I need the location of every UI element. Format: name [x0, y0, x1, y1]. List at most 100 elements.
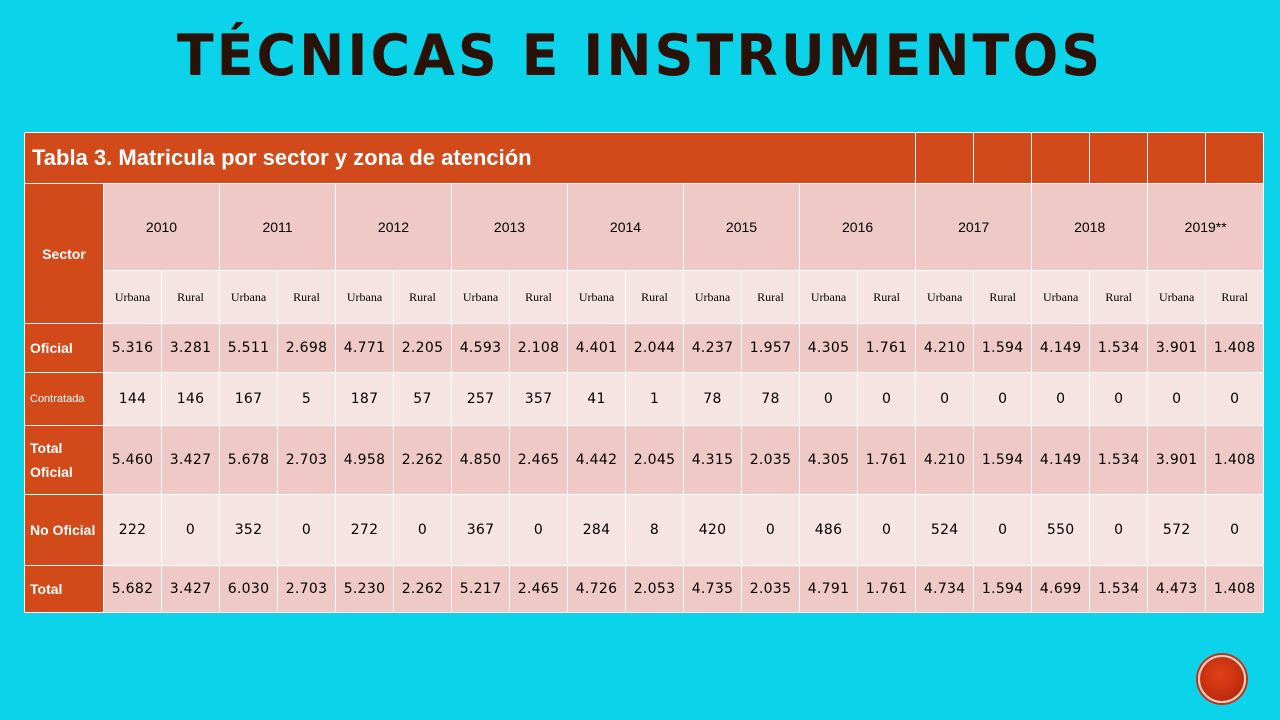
sector-header: Sector: [24, 183, 104, 324]
table-cell: 1.408: [1205, 565, 1265, 613]
table-cell: 222: [103, 494, 162, 566]
table-cell: 257: [451, 372, 510, 426]
table-cell: 2.035: [741, 565, 800, 613]
zone-header: Urbana: [567, 270, 626, 324]
table-cell: 1.594: [973, 425, 1033, 495]
table-cell: 3.427: [161, 565, 220, 613]
table-cell: 2.044: [625, 323, 684, 373]
table-cell: 144: [103, 372, 162, 426]
caption-empty-cell: [973, 132, 1033, 184]
table-cell: 0: [161, 494, 220, 566]
table-cell: 0: [393, 494, 452, 566]
table-cell: 357: [509, 372, 568, 426]
table-cell: 1.957: [741, 323, 800, 373]
zone-header: Urbana: [683, 270, 742, 324]
zone-header: Rural: [277, 270, 336, 324]
table-cell: 4.149: [1031, 323, 1091, 373]
row-label: Total Oficial: [24, 425, 104, 495]
table-cell: 420: [683, 494, 742, 566]
year-header-row: Sector 2010 2011 2012 2013 2014 2015 2016 2017 2…: [24, 183, 1265, 324]
row-label: Total: [24, 565, 104, 613]
year-header: 2017: [915, 183, 1033, 271]
table-cell: 1.594: [973, 565, 1033, 613]
table-cell: 0: [741, 494, 800, 566]
table-cell: 3.427: [161, 425, 220, 495]
table-cell: 5.511: [219, 323, 278, 373]
zone-header-row: Urbana Rural Urbana Rural Urbana Rural Urbana R…: [25, 270, 1265, 324]
table-row: Total Oficial 5.460 3.427 5.678 2.703 4.958 2.…: [24, 425, 1265, 495]
table-cell: 0: [1205, 372, 1265, 426]
table-cell: 1.534: [1089, 425, 1149, 495]
table-cell: 2.465: [509, 565, 568, 613]
table-cell: 4.442: [567, 425, 626, 495]
table-cell: 8: [625, 494, 684, 566]
table-cell: 1.534: [1089, 323, 1149, 373]
table-row: Contratada 144 146 167 5 187 57 257 357 41 1 78 78 0 0…: [24, 372, 1265, 426]
table-cell: 41: [567, 372, 626, 426]
table-cell: 352: [219, 494, 278, 566]
table-cell: 4.726: [567, 565, 626, 613]
zone-header: Urbana: [451, 270, 510, 324]
table-cell: 0: [277, 494, 336, 566]
zone-header: Urbana: [915, 270, 975, 324]
table-cell: 5.460: [103, 425, 162, 495]
table-cell: 1.534: [1089, 565, 1149, 613]
slide-title: TÉCNICAS E INSTRUMENTOS: [176, 22, 1104, 89]
table-cell: 4.958: [335, 425, 394, 495]
table-cell: 0: [915, 372, 975, 426]
zone-header: Urbana: [1147, 270, 1207, 324]
year-header: 2016: [798, 183, 917, 271]
zone-header: Rural: [1205, 270, 1265, 324]
table-cell: 2.703: [277, 425, 336, 495]
table-cell: 0: [973, 494, 1033, 566]
row-label: Oficial: [24, 323, 104, 373]
table-cell: 572: [1147, 494, 1207, 566]
table-cell: 5: [277, 372, 336, 426]
table-cell: 3.281: [161, 323, 220, 373]
table-cell: 0: [1089, 494, 1149, 566]
caption-empty-cell: [1147, 132, 1207, 184]
table-cell: 524: [915, 494, 975, 566]
table-cell: 4.401: [567, 323, 626, 373]
table-cell: 146: [161, 372, 220, 426]
table-cell: 2.108: [509, 323, 568, 373]
table-cell: 4.850: [451, 425, 510, 495]
table-cell: 550: [1031, 494, 1091, 566]
table-cell: 0: [1147, 372, 1207, 426]
zone-header: Rural: [856, 270, 917, 324]
table-cell: 4.210: [915, 323, 975, 373]
row-label: Contratada: [24, 372, 104, 426]
table-cell: 5.678: [219, 425, 278, 495]
table-cell: 5.316: [103, 323, 162, 373]
table-cell: 4.305: [799, 323, 858, 373]
caption-empty-cell: [1089, 132, 1149, 184]
year-header: 2014: [567, 183, 684, 271]
table-cell: 4.593: [451, 323, 510, 373]
zone-header: Rural: [509, 270, 568, 324]
year-header: 2013: [451, 183, 568, 271]
table-row: Oficial 5.316 3.281 5.511 2.698 4.771 2.205 4.5…: [24, 323, 1265, 373]
year-header: 2012: [335, 183, 452, 271]
zone-header: Rural: [741, 270, 800, 324]
table-cell: 5.682: [103, 565, 162, 613]
table-cell: 187: [335, 372, 394, 426]
table-cell: 0: [856, 494, 917, 566]
table-cell: 1.408: [1205, 323, 1265, 373]
caption-empty-cell: [1205, 132, 1265, 184]
table-cell: 4.735: [683, 565, 742, 613]
table-caption: Tabla 3. Matricula por sector y zona de …: [23, 132, 917, 184]
zone-header: Urbana: [103, 270, 162, 324]
caption-empty-cell: [1031, 132, 1091, 184]
zone-header: Rural: [393, 270, 452, 324]
next-slide-button[interactable]: [1198, 655, 1246, 703]
table-cell: 4.699: [1031, 565, 1091, 613]
table-cell: 0: [1089, 372, 1149, 426]
table-cell: 2.035: [741, 425, 800, 495]
table-cell: 0: [856, 372, 917, 426]
zone-header: Rural: [1089, 270, 1149, 324]
zone-header: Rural: [625, 270, 684, 324]
table-cell: 5.217: [451, 565, 510, 613]
table-cell: 2.053: [625, 565, 684, 613]
table-cell: 486: [799, 494, 858, 566]
table-cell: 0: [799, 372, 858, 426]
